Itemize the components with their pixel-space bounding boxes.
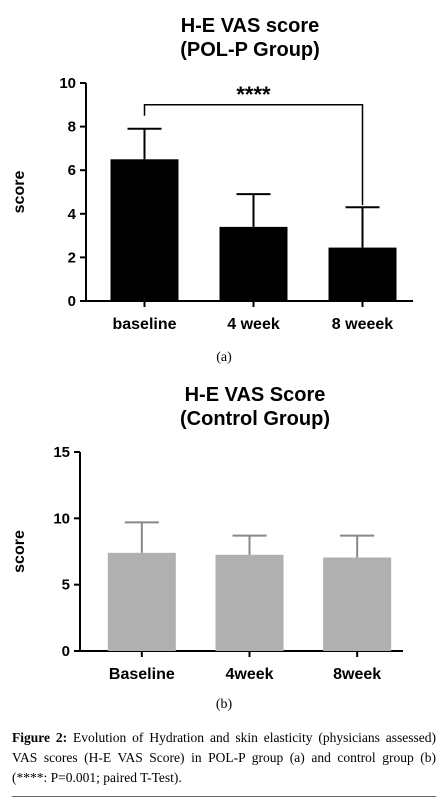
chart-a-x-tick-label: 4 week (227, 316, 280, 333)
chart-a-y-tick-label: 8 (68, 119, 76, 136)
chart-panel-b: H-E VAS Score (Control Group) score 0 5 10 15 B… (0, 380, 448, 725)
chart-a-bar (110, 159, 179, 301)
chart-b-y-tick-label: 15 (53, 444, 70, 461)
chart-b-svg: H-E VAS Score(Control Group) score 0 5 10 15 B… (11, 384, 403, 683)
chart-a-y-tick-label: 10 (59, 75, 76, 92)
chart-b-y-tick-label: 5 (62, 577, 70, 594)
chart-b-x-tick-label: 4week (225, 666, 273, 683)
chart-b-y-tick-label: 0 (62, 643, 70, 660)
chart-b-x-tick-label: Baseline (109, 666, 175, 683)
chart-a-y-tick-label: 6 (68, 162, 76, 179)
caption-label: Figure 2: (12, 730, 68, 745)
chart-panel-a: H-E VAS score (POL-P Group) score 0 2 4 6 8 10 ba… (0, 0, 448, 380)
chart-b-x-tick-label: 8week (333, 666, 381, 683)
chart-b-title-line: (Control Group) (180, 408, 330, 430)
chart-b-bar (215, 554, 284, 651)
chart-b-y-axis-label: score (11, 530, 28, 573)
chart-b-bar (323, 557, 392, 651)
chart-a-bar (219, 226, 288, 301)
chart-a-y-tick-label: 2 (68, 249, 76, 266)
figure-caption: Figure 2: Evolution of Hydration and ski… (12, 728, 436, 788)
chart-a-x-tick-label: baseline (112, 316, 176, 333)
chart-a-bar (328, 247, 397, 301)
panel-label-b: (b) (215, 697, 233, 712)
chart-b-y-tick-label: 10 (53, 510, 70, 527)
chart-a-title-line: H-E VAS score (181, 15, 320, 37)
caption-text: Evolution of Hydration and skin elastici… (12, 730, 436, 785)
chart-b-bar (107, 552, 176, 651)
chart-a-y-tick-label: 0 (68, 293, 76, 310)
chart-a-svg: H-E VAS score(POL-P Group) score 0 2 4 6 8 10 ba… (11, 15, 413, 333)
chart-a-y-tick-label: 4 (68, 206, 77, 223)
chart-a-significance-bracket (143, 104, 364, 206)
chart-a-title-line: (POL-P Group) (180, 39, 320, 61)
panel-label-a: (a) (216, 350, 232, 365)
chart-a-significance-label: **** (236, 82, 271, 107)
chart-a-y-axis-label: score (11, 171, 28, 214)
caption-rule (12, 796, 436, 797)
chart-a-x-tick-label: 8 weeek (332, 316, 393, 333)
chart-b-title-line: H-E VAS Score (185, 384, 326, 406)
